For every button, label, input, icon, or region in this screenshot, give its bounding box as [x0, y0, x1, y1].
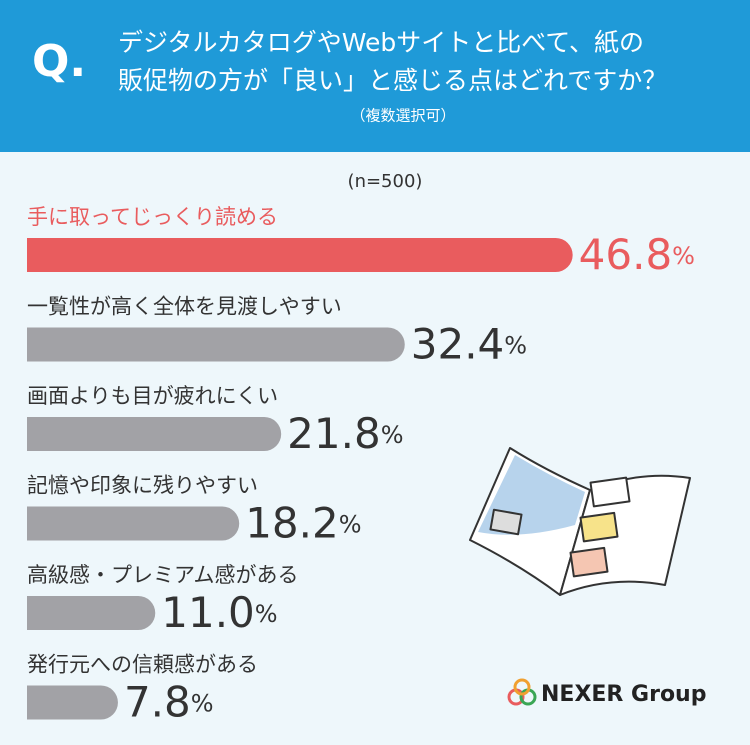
question-line: 販促物の方が「良い」と感じる点はどれですか？ — [118, 66, 667, 95]
value-label: 46.8% — [579, 230, 695, 279]
bar — [27, 685, 118, 720]
logo: NEXER Group — [507, 678, 706, 707]
value-label: 21.8% — [287, 409, 403, 458]
logo-text: NEXER Group — [541, 682, 706, 707]
category-label: 一覧性が高く全体を見渡しやすい — [27, 295, 342, 319]
question-line: デジタルカタログやWebサイトと比べて、紙の — [118, 28, 644, 57]
bar — [27, 506, 240, 541]
book-illustration — [469, 447, 691, 596]
value-label: 18.2% — [245, 498, 361, 547]
bar — [27, 596, 156, 630]
category-label: 手に取ってじっくり読める — [27, 205, 278, 229]
value-label: 7.8% — [124, 677, 214, 726]
bar — [27, 417, 282, 451]
category-label: 画面よりも目が疲れにくい — [27, 384, 278, 408]
value-label: 32.4% — [411, 319, 527, 368]
sample-size: (n=500) — [348, 171, 423, 192]
category-label: 記憶や印象に残りやすい — [27, 474, 258, 498]
header-band — [0, 0, 750, 152]
value-label: 11.0% — [161, 588, 277, 637]
category-label: 発行元への信頼感がある — [27, 653, 258, 677]
q-mark: Q. — [32, 36, 86, 87]
bar — [27, 238, 573, 272]
question-note: （複数選択可） — [350, 107, 455, 125]
bar — [27, 327, 405, 362]
category-label: 高級感・プレミアム感がある — [27, 563, 299, 587]
